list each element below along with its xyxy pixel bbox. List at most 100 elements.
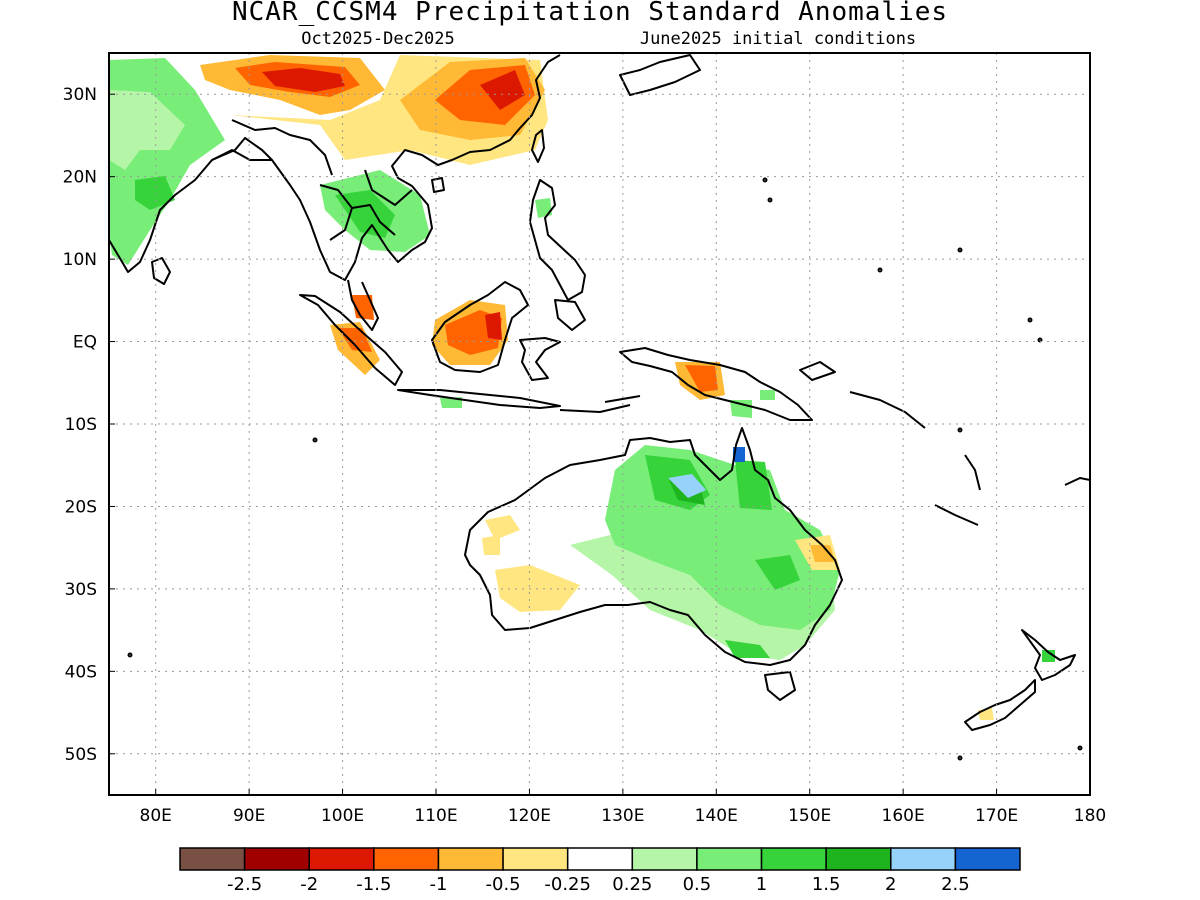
coastline-philippines bbox=[529, 179, 586, 301]
colorbar-label: -0.25 bbox=[544, 874, 591, 895]
anomaly-india-light bbox=[109, 90, 185, 170]
coastline-borneo bbox=[431, 281, 529, 373]
island-dot bbox=[957, 247, 963, 253]
colorbar-swatch bbox=[502, 847, 569, 871]
anomaly-png-wet bbox=[760, 390, 775, 400]
forecast-period: Oct2025-Dec2025 bbox=[301, 29, 455, 49]
coastline-sulawesi bbox=[519, 337, 561, 381]
island-dot bbox=[1077, 745, 1083, 751]
coastline-new-caledonia bbox=[934, 504, 979, 526]
coastline-new-britain bbox=[799, 361, 836, 381]
x-tick-label: 180 bbox=[1074, 806, 1106, 826]
colorbar-label: -1.5 bbox=[356, 874, 391, 895]
island-dot bbox=[127, 652, 133, 658]
coastline-new-guinea bbox=[619, 347, 813, 421]
coastline-fiji bbox=[1064, 477, 1090, 486]
y-tick-label: 10S bbox=[65, 415, 97, 435]
colorbar-label: -1 bbox=[429, 874, 447, 895]
colorbar-label: 0.5 bbox=[683, 874, 712, 895]
colorbar-swatch bbox=[890, 847, 957, 871]
coastlines bbox=[109, 54, 1090, 761]
border-indochina bbox=[319, 169, 413, 241]
anomaly-china-dry-red bbox=[480, 70, 525, 110]
island-dot bbox=[1037, 337, 1043, 343]
anomaly-queensland-dry-core bbox=[810, 545, 835, 562]
y-tick-label: EQ bbox=[73, 333, 97, 353]
anomaly-indochina-strong bbox=[335, 190, 395, 238]
initial-conditions: June2025 initial conditions bbox=[640, 29, 916, 49]
island-dot bbox=[767, 197, 773, 203]
graticule bbox=[109, 53, 1090, 795]
x-tick-label: 100E bbox=[321, 806, 364, 826]
colorbar-label: -0.5 bbox=[486, 874, 521, 895]
colorbar-swatch bbox=[696, 847, 763, 871]
anomaly-nz-wet bbox=[1042, 650, 1055, 662]
colorbar: -2.5 -2 -1.5 -1 -0.5 -0.25 0.25 0.5 1 1.5 2 2.5 bbox=[179, 847, 1021, 895]
island-dot bbox=[877, 267, 883, 273]
island-dot bbox=[762, 177, 768, 183]
coastline-solomon bbox=[849, 391, 926, 429]
colorbar-label: 1.5 bbox=[812, 874, 841, 895]
x-tick-label: 170E bbox=[975, 806, 1018, 826]
anomaly-victoria-strong bbox=[725, 640, 770, 658]
x-tick-label: 150E bbox=[788, 806, 831, 826]
coastline-sumatra bbox=[299, 294, 403, 386]
coastline-hainan bbox=[431, 177, 445, 193]
x-tick-label: 140E bbox=[695, 806, 738, 826]
colorbar-label: 1 bbox=[756, 874, 767, 895]
anomaly-borneo-dry-core bbox=[485, 312, 502, 340]
map-title: NCAR_CCSM4 Precipitation Standard Anomal… bbox=[232, 0, 948, 27]
colorbar-label: 0.25 bbox=[612, 874, 652, 895]
coastline-vanuatu bbox=[964, 454, 981, 491]
coastline-nz-south bbox=[964, 679, 1036, 731]
anomaly-w-australia-dry bbox=[485, 515, 520, 540]
anomaly-cape-york-strong bbox=[735, 460, 772, 510]
coastline-japan bbox=[619, 54, 701, 96]
anomaly-philippines-wet bbox=[535, 198, 552, 218]
y-tick-label: 50S bbox=[65, 745, 97, 765]
anomaly-shading bbox=[109, 55, 1055, 720]
coastline-malaya bbox=[347, 279, 379, 331]
anomaly-india-strong bbox=[135, 176, 175, 210]
colorbar-swatch bbox=[179, 847, 246, 871]
colorbar-swatch bbox=[954, 847, 1021, 871]
island-dot bbox=[1027, 317, 1033, 323]
anomaly-malaya-dry bbox=[352, 295, 374, 320]
colorbar-swatch bbox=[566, 847, 634, 871]
colorbar-label: -2.5 bbox=[227, 874, 262, 895]
x-tick-label: 120E bbox=[508, 806, 551, 826]
colorbar-swatch bbox=[437, 847, 504, 871]
anomaly-gulf-very-wet bbox=[668, 474, 706, 498]
coastline-australia bbox=[464, 427, 843, 666]
coastline-java bbox=[397, 389, 561, 409]
anomaly-tibet-core bbox=[262, 68, 345, 92]
anomaly-new-guinea-dry-core bbox=[685, 365, 718, 392]
coastline-lesser-sunda bbox=[559, 395, 641, 413]
anomaly-w-australia-dry-2 bbox=[482, 535, 500, 555]
latitude-axis: 30N 20N 10N EQ 10S 20S 30S 40S 50S bbox=[63, 85, 115, 765]
x-tick-label: 110E bbox=[414, 806, 457, 826]
colorbar-swatch bbox=[308, 847, 375, 871]
y-tick-label: 40S bbox=[65, 662, 97, 682]
y-tick-label: 30S bbox=[65, 580, 97, 600]
colorbar-label: -2 bbox=[300, 874, 318, 895]
coastline-asia bbox=[109, 54, 561, 281]
y-tick-label: 10N bbox=[63, 250, 97, 270]
x-tick-label: 160E bbox=[882, 806, 925, 826]
coastline-taiwan bbox=[531, 129, 545, 163]
y-tick-label: 20S bbox=[65, 497, 97, 517]
longitude-axis: 80E 90E 100E 110E 120E 130E 140E 150E 160E 170E 18… bbox=[140, 789, 1106, 826]
coastline-mindanao bbox=[554, 299, 586, 331]
colorbar-swatch bbox=[760, 847, 827, 871]
coastline-nz-north bbox=[1021, 629, 1076, 681]
colorbar-swatch bbox=[243, 847, 310, 871]
colorbar-swatch bbox=[373, 847, 440, 871]
x-tick-label: 90E bbox=[233, 806, 265, 826]
coastline-tasmania bbox=[764, 671, 796, 701]
island-dot bbox=[312, 437, 318, 443]
colorbar-label: 2.5 bbox=[941, 874, 970, 895]
y-tick-label: 30N bbox=[63, 85, 97, 105]
coastline-sri-lanka bbox=[151, 257, 171, 285]
x-tick-label: 80E bbox=[140, 806, 172, 826]
